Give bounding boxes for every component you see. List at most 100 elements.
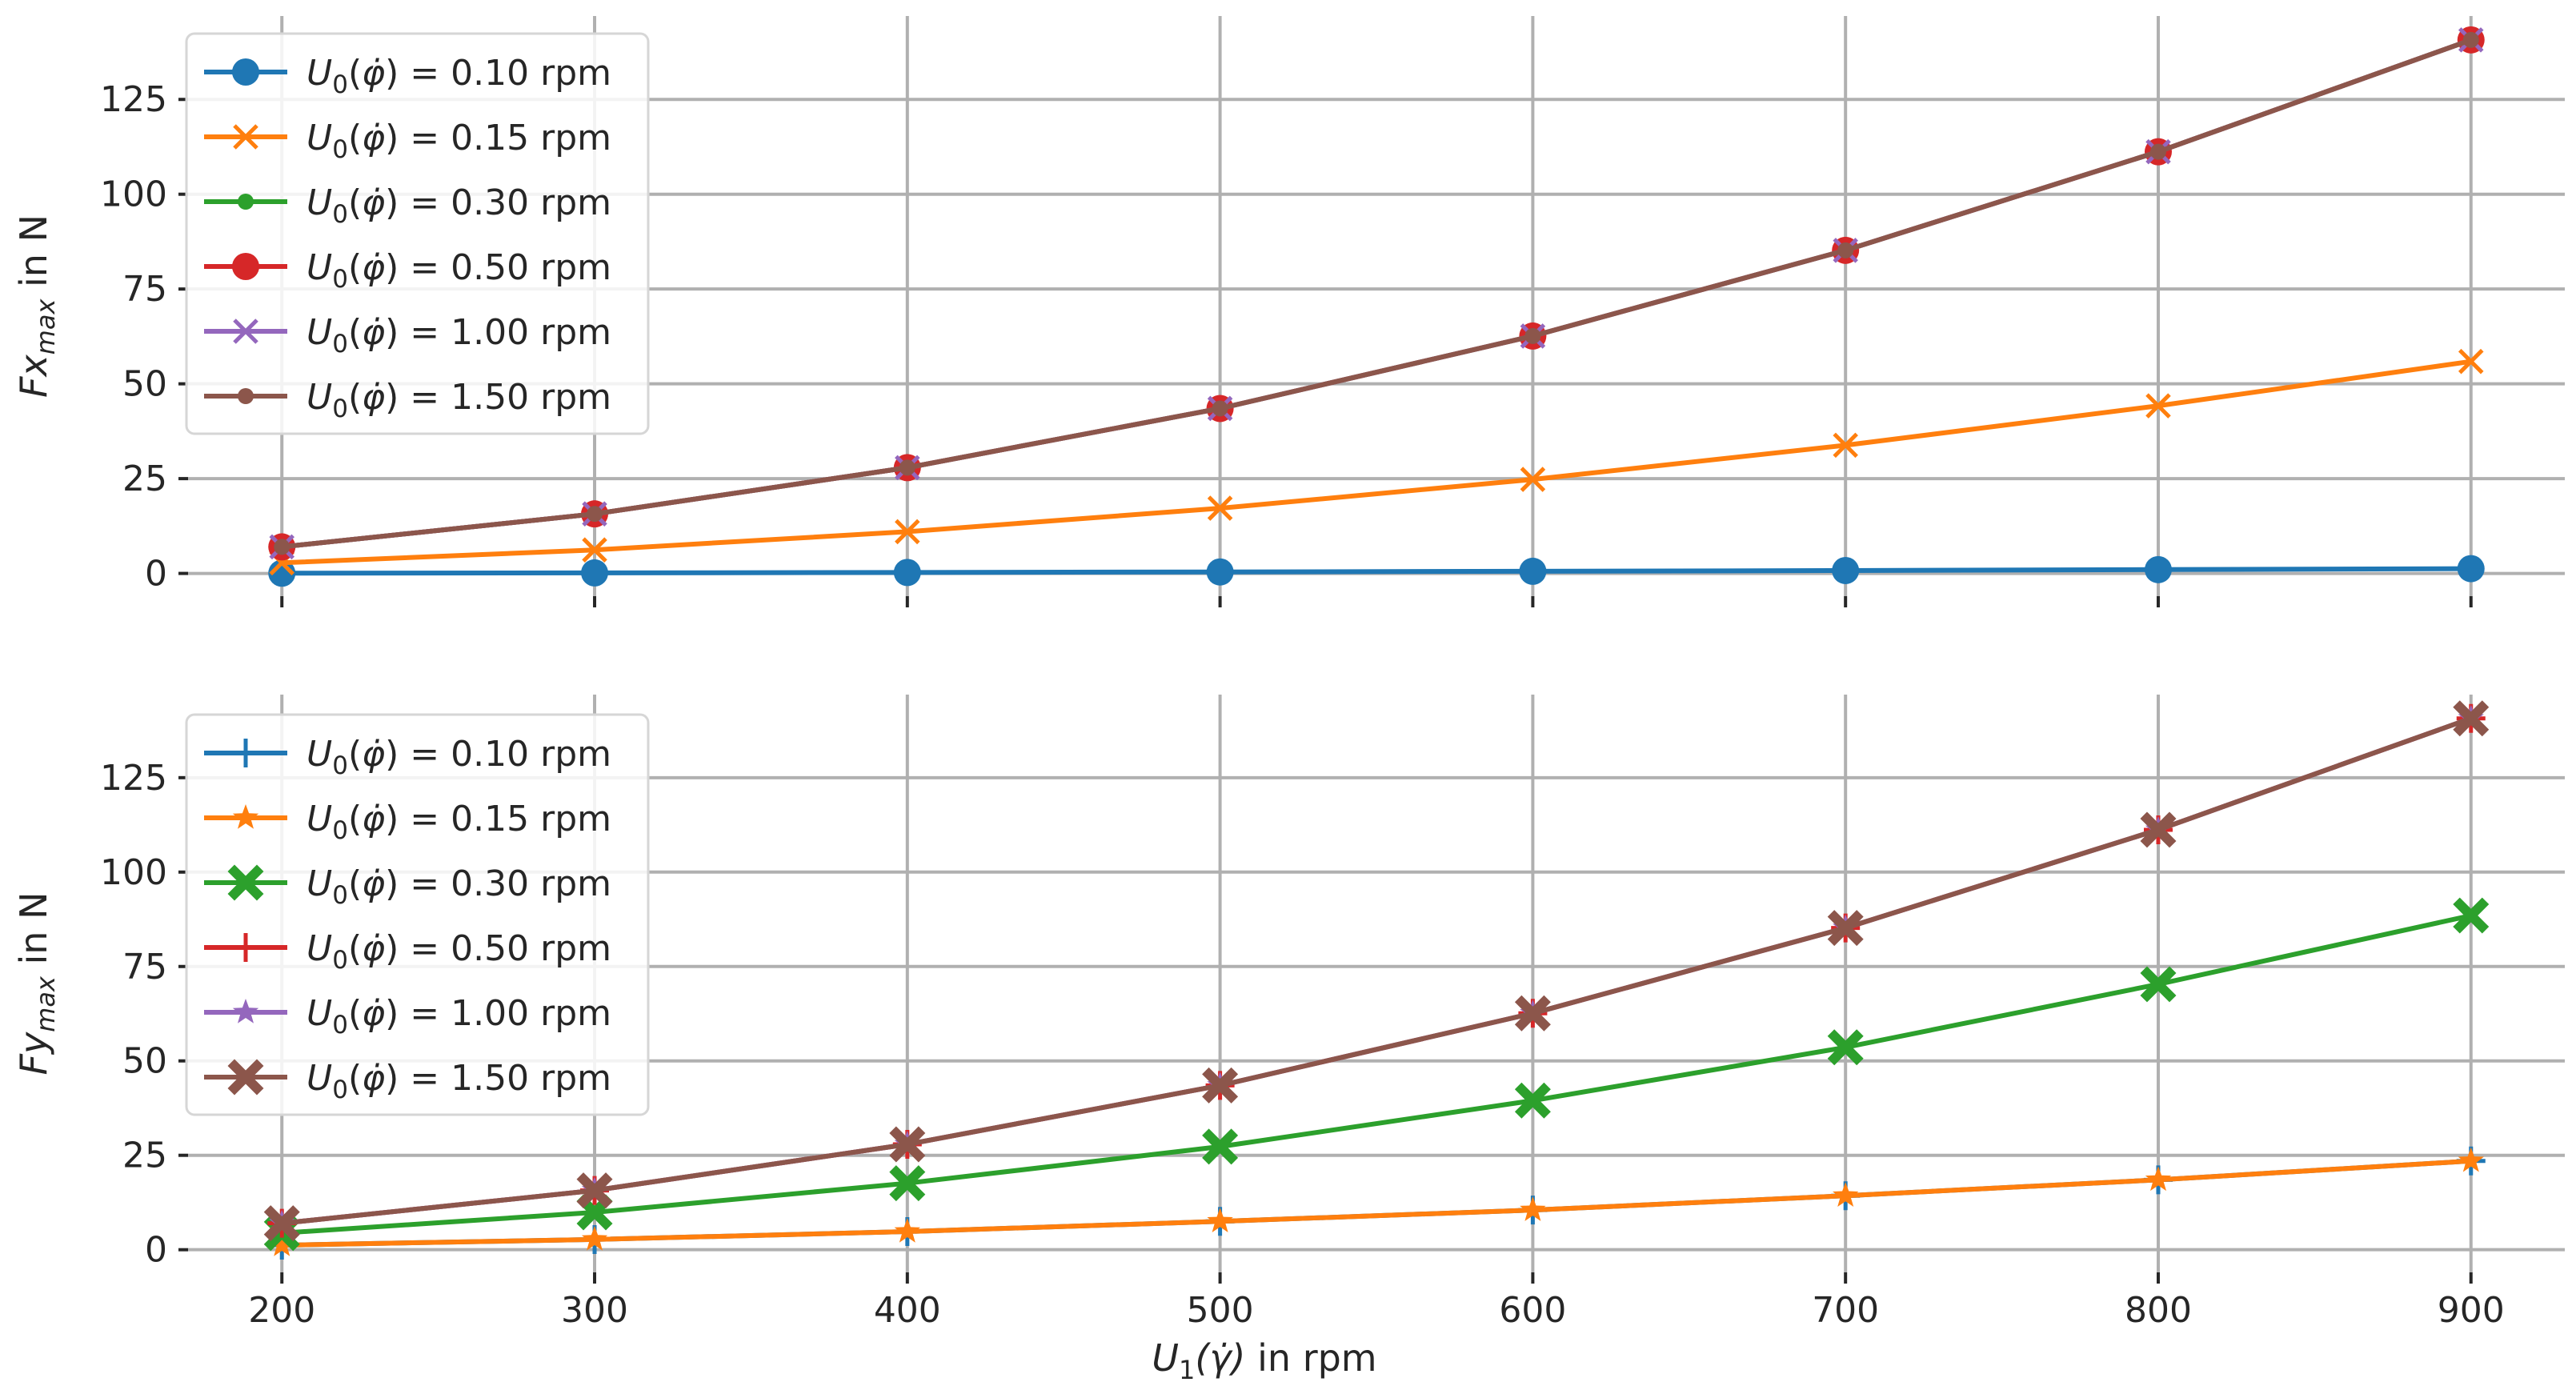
series-line	[279, 37, 2474, 550]
circle-marker	[1832, 556, 1860, 584]
x-marker	[582, 537, 607, 563]
legend-item-6: U0(φ̇) = 1.50 rpm	[204, 377, 611, 423]
x-tick-label: 400	[874, 1290, 941, 1331]
legend-label: U0(φ̇) = 0.10 rpm	[306, 53, 611, 99]
filled-x-marker	[1202, 1128, 1239, 1165]
filled-x-marker	[1827, 1029, 1864, 1066]
legend-label: U0(φ̇) = 1.00 rpm	[306, 312, 611, 359]
legend: U0(φ̇) = 0.10 rpm U0(φ̇) = 0.15 rpm U0(φ̇)…	[185, 32, 650, 435]
filled-x-marker	[227, 1059, 264, 1096]
x-tick-label: 800	[2125, 1290, 2192, 1331]
circle-marker	[2144, 555, 2172, 583]
x-tick-label: 600	[1499, 1290, 1566, 1331]
y-tick-label: 25	[122, 459, 167, 499]
circle-marker	[268, 559, 296, 587]
legend-frame	[185, 32, 650, 435]
legend-label: U0(φ̇) = 0.15 rpm	[306, 799, 611, 845]
legend-item-5: U0(φ̇) = 1.00 rpm	[204, 312, 611, 359]
circle-marker	[1206, 558, 1234, 586]
y-tick-label: 50	[122, 364, 167, 405]
filled-x-marker	[2453, 700, 2490, 737]
x-tick-label: 900	[2438, 1290, 2505, 1331]
filled-x-marker	[227, 864, 264, 901]
filled-x-marker	[263, 1205, 300, 1242]
filled-x-marker	[1514, 995, 1551, 1031]
series-6	[263, 700, 2490, 1242]
star-marker	[269, 1232, 295, 1256]
dot-marker	[1524, 327, 1541, 344]
dot-marker	[238, 194, 254, 210]
y-tick-label: 125	[100, 79, 167, 120]
star-marker	[1520, 1196, 1546, 1221]
circle-marker	[1519, 557, 1547, 585]
legend-item-4: U0(φ̇) = 0.50 rpm	[204, 928, 611, 975]
legend-item-4: U0(φ̇) = 0.50 rpm	[204, 247, 611, 294]
legend-item-2: U0(φ̇) = 0.15 rpm	[204, 799, 611, 845]
y-axis: 0 25 50 75 100 125	[100, 79, 188, 595]
series-line	[279, 359, 2474, 566]
y-axis-label: Fymax in N	[12, 892, 61, 1076]
plus-marker	[231, 739, 260, 767]
filled-x-marker	[2140, 966, 2177, 1003]
filled-x-marker	[2453, 897, 2490, 934]
y-tick-label: 50	[122, 1041, 167, 1082]
dot-marker	[1837, 242, 1854, 258]
chart-panel-2: 0 25 50 75 100 125 200 300 400 500 600 700 800 900 Fym…	[12, 695, 2565, 1382]
y-tick-label: 75	[122, 947, 167, 987]
x-marker	[2458, 348, 2484, 375]
x-axis: 200 300 400 500 600 700 800 900	[248, 1272, 2505, 1331]
series-line	[279, 913, 2474, 1236]
x-marker	[1207, 495, 1233, 521]
legend-item-1: U0(φ̇) = 0.10 rpm	[204, 734, 611, 780]
circle-marker	[581, 559, 609, 587]
chart-panel-1: 0 25 50 75 100 125 Fxmax in N U0(φ̇) = 0.10 rpm…	[12, 16, 2565, 607]
legend-item-5: U0(φ̇) = 1.00 rpm	[204, 993, 611, 1040]
dot-marker	[2462, 31, 2479, 48]
star-marker	[894, 1218, 920, 1243]
legend: U0(φ̇) = 0.10 rpm U0(φ̇) = 0.15 rpm U0(φ̇)…	[185, 713, 650, 1116]
x-tick-label: 500	[1187, 1290, 1254, 1331]
x-tick-label: 200	[248, 1290, 315, 1331]
dot-marker	[1212, 400, 1228, 417]
dot-marker	[2149, 143, 2166, 160]
legend-label: U0(φ̇) = 0.15 rpm	[306, 118, 611, 164]
filled-x-marker	[1514, 1082, 1551, 1119]
star-marker	[581, 1225, 608, 1251]
y-tick-label: 0	[145, 554, 167, 595]
star-marker	[232, 804, 259, 829]
legend-item-2: U0(φ̇) = 0.15 rpm	[204, 118, 611, 164]
x-marker	[1520, 467, 1546, 492]
legend-label: U0(φ̇) = 1.00 rpm	[306, 993, 611, 1040]
series-1	[268, 555, 2485, 587]
y-axis-label: Fxmax in N	[12, 214, 61, 398]
x-marker	[233, 124, 258, 150]
dot-marker	[587, 506, 603, 523]
circle-marker	[2457, 555, 2485, 583]
filled-x-marker	[2140, 811, 2177, 848]
filled-x-marker	[1202, 1067, 1239, 1104]
circle-marker	[893, 559, 921, 587]
legend-item-3: U0(φ̇) = 0.30 rpm	[204, 182, 611, 229]
legend-label: U0(φ̇) = 0.50 rpm	[306, 928, 611, 975]
y-axis: 0 25 50 75 100 125	[100, 758, 188, 1271]
legend-label: U0(φ̇) = 1.50 rpm	[306, 1058, 611, 1104]
y-tick-label: 125	[100, 758, 167, 799]
plus-marker	[231, 933, 260, 962]
x-tick-label: 700	[1812, 1290, 1879, 1331]
dot-marker	[238, 388, 254, 404]
legend-label: U0(φ̇) = 0.10 rpm	[306, 734, 611, 780]
filled-x-marker	[576, 1172, 613, 1209]
y-tick-label: 0	[145, 1230, 167, 1271]
series-line	[279, 1158, 2474, 1248]
legend-item-1: U0(φ̇) = 0.10 rpm	[204, 53, 611, 99]
filled-x-marker	[576, 1194, 613, 1231]
series-2	[269, 1147, 2484, 1256]
y-tick-label: 75	[122, 269, 167, 310]
x-marker	[1833, 432, 1858, 459]
series-6	[274, 31, 2479, 555]
legend-label: U0(φ̇) = 1.50 rpm	[306, 377, 611, 423]
legend-label: U0(φ̇) = 0.30 rpm	[306, 182, 611, 229]
filled-x-marker	[1827, 910, 1864, 947]
x-marker	[2145, 393, 2171, 419]
